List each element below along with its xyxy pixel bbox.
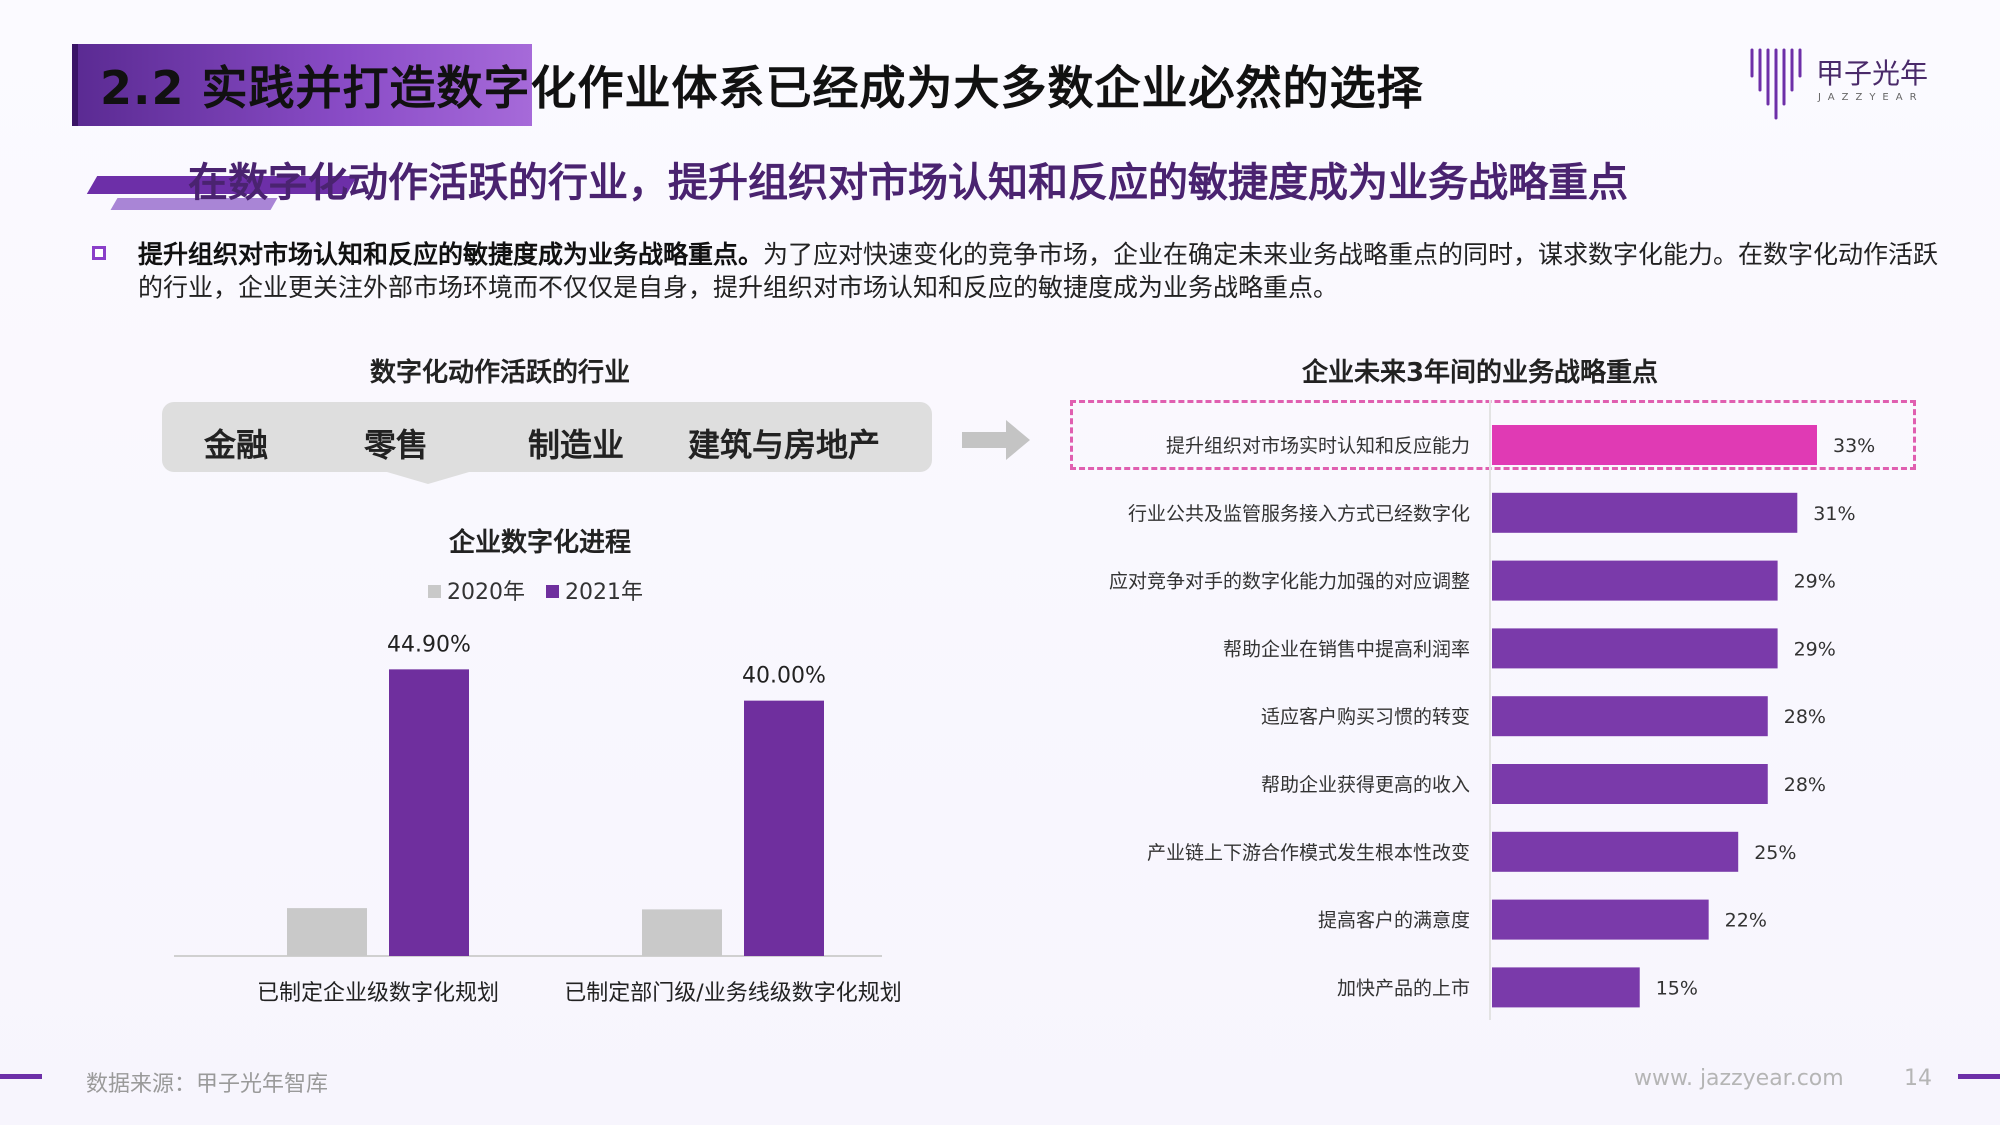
- category-label: 提升组织对市场实时认知和反应能力: [1166, 435, 1470, 457]
- bullet-square-icon: [92, 246, 106, 260]
- legend-label-2021: 2021年: [565, 580, 643, 605]
- data-source: 数据来源：甲子光年智库: [86, 1072, 329, 1097]
- right-bar-chart: 提升组织对市场实时认知和反应能力 33% 行业公共及监管服务接入方式已经数字化 31%…: [1109, 400, 1875, 1020]
- logo-text: 甲子光年: [1816, 57, 1929, 90]
- bar: [1492, 696, 1768, 737]
- data-label: 40.00%: [742, 664, 826, 689]
- category-label: 帮助企业获得更高的收入: [1261, 774, 1470, 796]
- industries-panel-pointer: [380, 470, 476, 484]
- bar: [1492, 492, 1798, 533]
- value-label: 29%: [1794, 571, 1836, 593]
- bar-2021: [389, 669, 469, 956]
- legend-swatch-2021: [546, 584, 559, 598]
- arrow-right-icon: [962, 420, 1030, 460]
- value-label: 22%: [1725, 910, 1767, 932]
- industry-item: 金融: [204, 426, 269, 464]
- logo-subtext: JAZZYEAR: [1818, 92, 1924, 103]
- bar: [1492, 967, 1640, 1008]
- industry-item: 建筑与房地产: [688, 426, 881, 464]
- category-label: 产业链上下游合作模式发生根本性改变: [1147, 842, 1470, 864]
- bar: [1492, 560, 1778, 601]
- bar-2020: [287, 908, 367, 956]
- industries-title: 数字化动作活跃的行业: [369, 358, 630, 388]
- value-label: 28%: [1784, 706, 1826, 728]
- left-chart-title: 企业数字化进程: [448, 528, 631, 558]
- bar-highlighted: [1492, 425, 1817, 465]
- industries-panel: [162, 402, 932, 472]
- bar-2021: [744, 700, 824, 956]
- summary-paragraph: 提升组织对市场认知和反应的敏捷度成为业务战略重点。为了应对快速变化的竞争市场，企…: [138, 238, 1958, 304]
- value-label: 31%: [1813, 503, 1855, 525]
- legend-item-2021: 2021年: [546, 580, 643, 605]
- page-title: 2.2 实践并打造数字化作业体系已经成为大多数企业必然的选择: [100, 61, 1424, 115]
- summary-lead: 提升组织对市场认知和反应的敏捷度成为业务战略重点。: [138, 240, 764, 269]
- value-label: 28%: [1784, 774, 1826, 796]
- category-label: 行业公共及监管服务接入方式已经数字化: [1128, 503, 1470, 525]
- category-label: 适应客户购买习惯的转变: [1261, 706, 1470, 728]
- industry-item: 零售: [364, 426, 429, 464]
- value-label: 15%: [1656, 977, 1698, 999]
- category-label: 提高客户的满意度: [1318, 910, 1470, 932]
- jazzyear-logo-icon: [1750, 48, 1802, 120]
- highlight-box: [1070, 400, 1916, 470]
- bar: [1492, 899, 1709, 940]
- left-bar-chart: 44.90% 已制定企业级数字化规划 40.00% 已制定部门级/业务线级数字化规划: [174, 632, 902, 1006]
- footer-accent-left: [0, 1074, 42, 1079]
- website-url[interactable]: www. jazzyear.com: [1634, 1066, 1844, 1091]
- category-label: 加快产品的上市: [1337, 977, 1470, 999]
- bar: [1492, 764, 1768, 804]
- page-subtitle: 在数字化动作活跃的行业，提升组织对市场认知和反应的敏捷度成为业务战略重点: [188, 160, 1628, 206]
- page-number: 14: [1904, 1066, 1932, 1091]
- category-label: 帮助企业在销售中提高利润率: [1223, 638, 1470, 660]
- category-label: 应对竞争对手的数字化能力加强的对应调整: [1109, 571, 1470, 593]
- value-label: 25%: [1754, 842, 1796, 864]
- value-label: 29%: [1794, 638, 1836, 660]
- x-tick-label: 已制定企业级数字化规划: [257, 981, 499, 1006]
- bar: [1492, 628, 1778, 669]
- bar: [1492, 831, 1739, 872]
- legend-label-2020: 2020年: [447, 580, 525, 605]
- x-tick-label: 已制定部门级/业务线级数字化规划: [564, 981, 901, 1006]
- data-label: 44.90%: [387, 632, 471, 657]
- legend-swatch-2020: [428, 584, 441, 598]
- legend-item-2020: 2020年: [428, 580, 525, 605]
- value-label: 33%: [1833, 435, 1875, 457]
- right-chart-title: 企业未来3年间的业务战略重点: [1301, 358, 1659, 388]
- title-accent-bar: [72, 44, 532, 126]
- summary-text: 为了应对快速变化的竞争市场，企业在确定未来业务战略重点的同时，谋求数字化能力。在…: [138, 240, 1939, 302]
- footer-accent-right: [1958, 1074, 2000, 1079]
- bar-2020: [642, 909, 722, 956]
- left-chart-legend: 2020年 2021年: [428, 574, 643, 606]
- industry-item: 制造业: [528, 426, 625, 464]
